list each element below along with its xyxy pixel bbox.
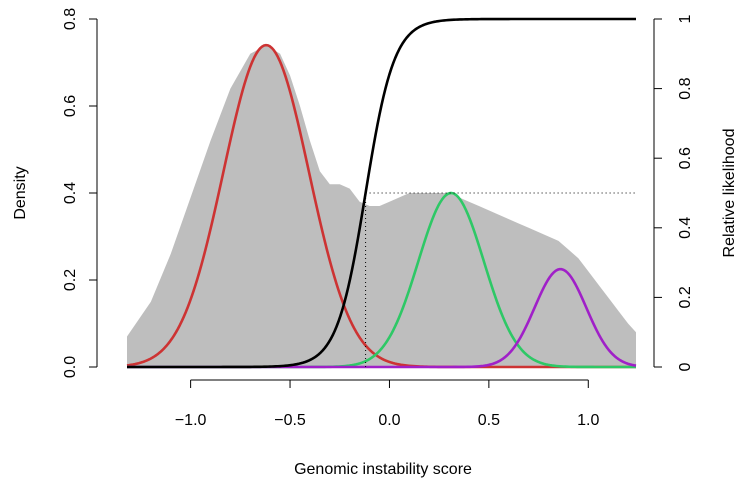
y-axis-left-title: Density	[12, 166, 29, 219]
y-right-tick-label: 0.2	[677, 286, 694, 308]
y-axis-right-title: Relative likelihood	[721, 129, 738, 258]
y-axis-left: 0.0 0.2 0.4 0.6 0.8	[62, 8, 98, 378]
y-left-tick-label: 0.6	[62, 95, 79, 117]
y-left-tick-label: 0.0	[62, 356, 79, 378]
y-right-tick-label: 0.8	[677, 77, 694, 99]
x-tick-label: 0.5	[478, 412, 500, 429]
y-left-tick-label: 0.2	[62, 269, 79, 291]
x-tick-label: 0.0	[378, 412, 400, 429]
y-right-tick-label: 1	[677, 14, 694, 23]
y-axis-right: 0 0.2 0.4 0.6 0.8 1	[653, 14, 694, 371]
x-tick-label: −1.0	[175, 412, 207, 429]
gaussian-component-1	[126, 43, 636, 369]
likelihood-curve	[127, 17, 636, 369]
y-right-tick-label: 0.6	[677, 147, 694, 169]
y-right-tick-label: 0.4	[677, 217, 694, 239]
y-right-tick-label: 0	[677, 362, 694, 371]
x-tick-label: 1.0	[577, 412, 599, 429]
density-area	[127, 45, 636, 367]
x-axis-title: Genomic instability score	[294, 461, 472, 478]
y-left-tick-label: 0.8	[62, 8, 79, 30]
y-left-tick-label: 0.4	[62, 182, 79, 204]
x-tick-label: −0.5	[274, 412, 306, 429]
plot-area	[126, 17, 637, 369]
x-axis: −1.0 −0.5 0.0 0.5 1.0	[175, 379, 600, 429]
